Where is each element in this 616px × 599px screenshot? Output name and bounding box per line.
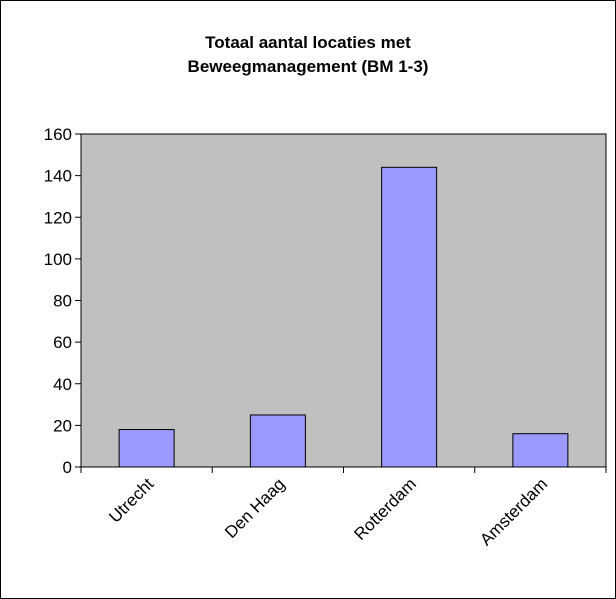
x-tick-label: Rotterdam	[350, 474, 420, 544]
y-axis-ticks: 0 20 40 60 80 100 120 140 160	[44, 125, 81, 477]
y-tick-label: 160	[44, 125, 72, 144]
x-tick-label: Amsterdam	[476, 474, 551, 549]
bar-utrecht	[118, 429, 175, 468]
bar-amsterdam	[512, 433, 569, 468]
x-tick-label: Den Haag	[221, 474, 289, 542]
bar-rotterdam	[381, 166, 438, 468]
y-tick-label: 60	[53, 333, 72, 352]
bar-den-haag	[249, 414, 306, 468]
chart-title-line-2: Beweegmanagement (BM 1-3)	[187, 57, 429, 76]
y-tick-label: 140	[44, 167, 72, 186]
y-tick-label: 0	[63, 458, 72, 477]
chart-title-line-1: Totaal aantal locaties met	[205, 33, 411, 52]
x-tick-label: Utrecht	[105, 474, 157, 526]
y-tick-label: 80	[53, 292, 72, 311]
y-tick-label: 100	[44, 250, 72, 269]
y-tick-label: 20	[53, 416, 72, 435]
y-tick-label: 120	[44, 208, 72, 227]
bars	[118, 166, 569, 468]
x-axis-ticks: Utrecht Den Haag Rotterdam Amsterdam	[80, 467, 607, 549]
y-tick-label: 40	[53, 375, 72, 394]
plot-area	[80, 133, 607, 468]
chart-title: Totaal aantal locaties met Beweegmanagem…	[1, 31, 615, 79]
